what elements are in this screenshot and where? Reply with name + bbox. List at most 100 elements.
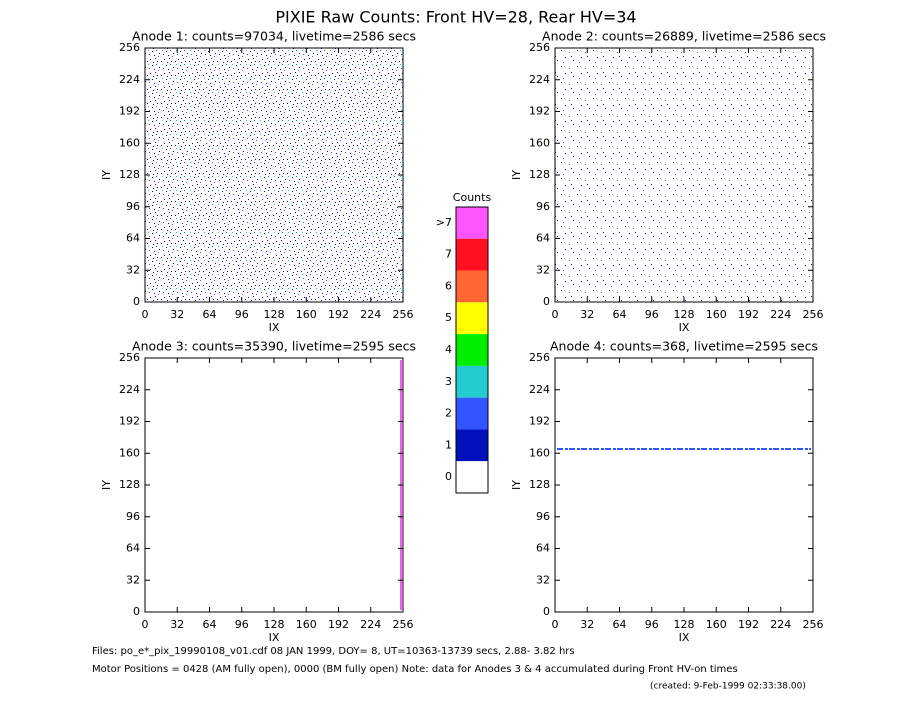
y-tick-label: 96 (536, 200, 550, 213)
x-tick-label: 96 (645, 618, 659, 631)
x-tick-label: 32 (170, 618, 184, 631)
y-tick-label: 192 (529, 415, 550, 428)
x-tick-label: 224 (770, 618, 791, 631)
x-tick-label: 64 (613, 618, 627, 631)
x-tick-label: 256 (803, 618, 824, 631)
colorbar-label: >7 (436, 216, 452, 229)
y-tick-label: 64 (126, 232, 140, 245)
image-texture (555, 48, 813, 302)
x-tick-label: 96 (235, 308, 249, 321)
y-axis-label: IY (100, 480, 113, 490)
y-tick-label: 224 (529, 73, 550, 86)
y-tick-label: 128 (529, 168, 550, 181)
y-tick-label: 0 (543, 295, 550, 308)
colorbar-label: 2 (445, 407, 452, 420)
y-tick-label: 128 (119, 478, 140, 491)
colorbar-frame (455, 206, 489, 494)
y-tick-label: 192 (119, 415, 140, 428)
y-tick-label: 192 (529, 105, 550, 118)
colorbar-title: Counts (453, 191, 492, 204)
colorbar-swatch (456, 207, 488, 239)
colorbar-swatch (456, 365, 488, 398)
x-tick-label: 128 (674, 308, 695, 321)
colorbar-swatch (456, 302, 488, 335)
y-axis-label: IY (510, 170, 523, 180)
x-tick-label: 96 (235, 618, 249, 631)
x-tick-label: 256 (393, 618, 414, 631)
colorbar-label: 5 (445, 311, 452, 324)
x-tick-label: 224 (360, 618, 381, 631)
x-tick-label: 160 (296, 618, 317, 631)
x-tick-label: 0 (142, 308, 149, 321)
x-tick-label: 192 (738, 618, 759, 631)
y-axis-label: IY (100, 170, 113, 180)
colorbar-label: 4 (445, 343, 452, 356)
y-tick-label: 96 (126, 200, 140, 213)
y-tick-label: 256 (529, 41, 550, 54)
y-tick-label: 224 (529, 383, 550, 396)
figure-title: PIXIE Raw Counts: Front HV=28, Rear HV=3… (275, 8, 636, 27)
y-tick-label: 64 (536, 542, 550, 555)
y-tick-label: 160 (119, 446, 140, 459)
colorbar-label: 6 (445, 279, 452, 292)
panel-title: Anode 3: counts=35390, livetime=2595 sec… (132, 339, 416, 354)
panel-title: Anode 2: counts=26889, livetime=2586 sec… (542, 29, 826, 44)
x-tick-label: 160 (706, 618, 727, 631)
colorbar-label: 1 (445, 438, 452, 451)
x-tick-label: 128 (674, 618, 695, 631)
footer-line: Motor Positions = 0428 (AM fully open), … (92, 664, 738, 675)
x-axis-label: IX (269, 631, 280, 644)
y-tick-label: 256 (529, 351, 550, 364)
y-tick-label: 224 (119, 383, 140, 396)
colorbar-swatch (456, 397, 488, 430)
x-tick-label: 0 (142, 618, 149, 631)
x-tick-label: 64 (203, 618, 217, 631)
x-tick-label: 32 (580, 308, 594, 321)
x-tick-label: 192 (328, 308, 349, 321)
y-tick-label: 0 (133, 605, 140, 618)
footer-line: (created: 9-Feb-1999 02:33:38.00) (650, 682, 806, 692)
x-tick-label: 192 (738, 308, 759, 321)
y-tick-label: 96 (536, 510, 550, 523)
x-tick-label: 224 (360, 308, 381, 321)
x-tick-label: 0 (552, 308, 559, 321)
x-tick-label: 224 (770, 308, 791, 321)
y-tick-label: 0 (543, 605, 550, 618)
x-tick-label: 64 (613, 308, 627, 321)
y-tick-label: 256 (119, 41, 140, 54)
colorbar-label: 3 (445, 375, 452, 388)
x-axis-label: IX (679, 321, 690, 334)
y-tick-label: 128 (119, 168, 140, 181)
plot-frame (144, 357, 404, 613)
x-tick-label: 128 (264, 308, 285, 321)
plot-frame (554, 357, 814, 613)
y-tick-label: 32 (126, 263, 140, 276)
y-tick-label: 160 (119, 136, 140, 149)
x-tick-label: 32 (170, 308, 184, 321)
y-tick-label: 32 (536, 263, 550, 276)
x-tick-label: 160 (706, 308, 727, 321)
colorbar-label: 0 (445, 470, 452, 483)
colorbar-label: 7 (445, 248, 452, 261)
x-tick-label: 96 (645, 308, 659, 321)
footer-line: Files: po_e*_pix_19990108_v01.cdf 08 JAN… (92, 646, 575, 657)
y-tick-label: 64 (126, 542, 140, 555)
x-tick-label: 160 (296, 308, 317, 321)
x-tick-label: 0 (552, 618, 559, 631)
colorbar-swatch (456, 270, 488, 303)
panel-title: Anode 4: counts=368, livetime=2595 secs (550, 339, 818, 354)
x-tick-label: 32 (580, 618, 594, 631)
footer: Files: po_e*_pix_19990108_v01.cdf 08 JAN… (92, 646, 806, 692)
x-tick-label: 128 (264, 618, 285, 631)
x-tick-label: 256 (393, 308, 414, 321)
y-tick-label: 160 (529, 136, 550, 149)
x-tick-label: 256 (803, 308, 824, 321)
y-tick-label: 32 (536, 573, 550, 586)
y-tick-label: 256 (119, 351, 140, 364)
colorbar-swatch (456, 334, 488, 366)
y-tick-label: 160 (529, 446, 550, 459)
y-tick-label: 0 (133, 295, 140, 308)
x-axis-label: IX (269, 321, 280, 334)
y-tick-label: 96 (126, 510, 140, 523)
